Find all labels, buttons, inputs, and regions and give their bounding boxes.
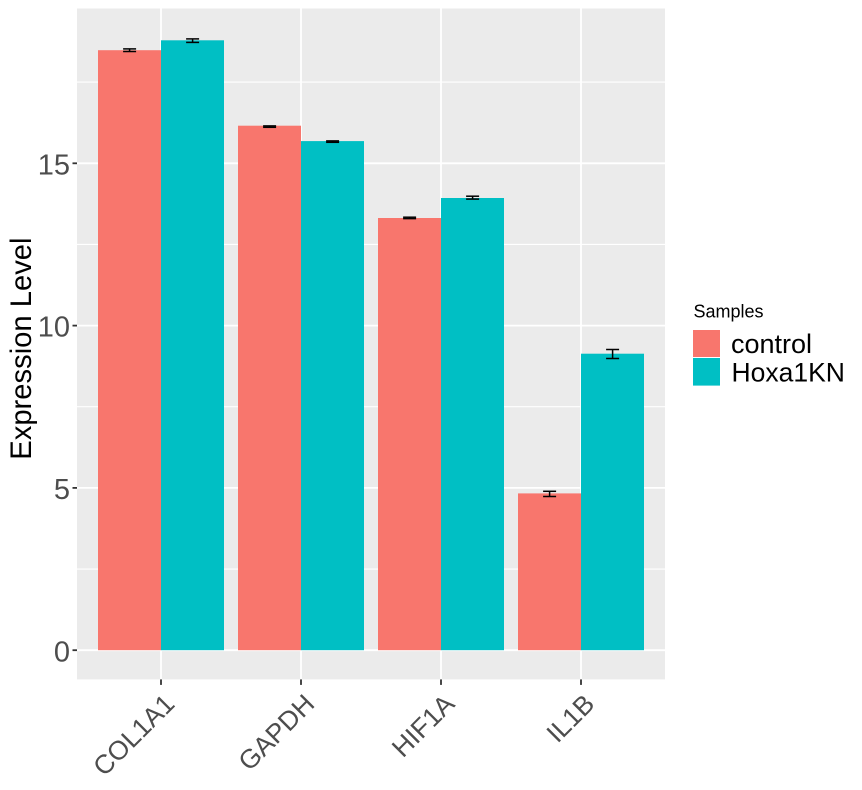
svg-text:15: 15: [38, 149, 70, 181]
svg-text:Hoxa1KN: Hoxa1KN: [732, 358, 845, 388]
svg-text:Samples: Samples: [694, 301, 764, 321]
svg-text:5: 5: [54, 474, 70, 506]
svg-text:0: 0: [54, 636, 70, 668]
svg-text:control: control: [731, 329, 812, 359]
svg-text:10: 10: [38, 312, 70, 344]
svg-text:Expression Level: Expression Level: [6, 237, 38, 459]
